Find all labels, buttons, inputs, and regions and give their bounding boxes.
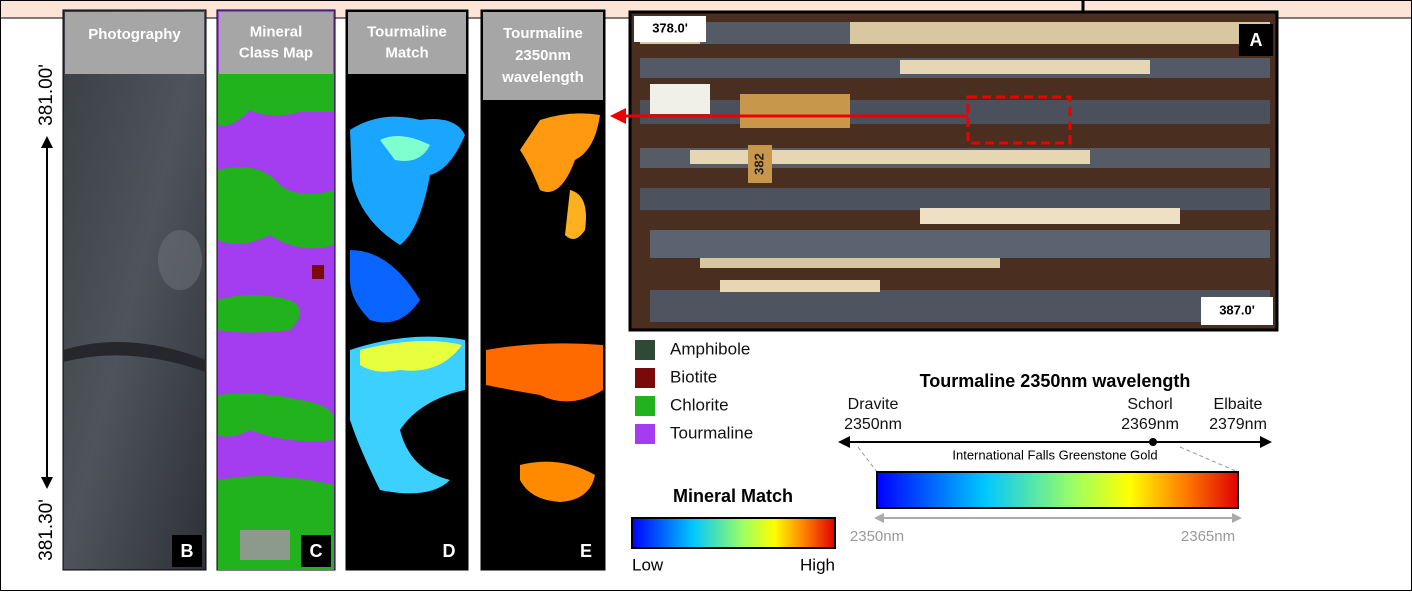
endmember-wavelength: 2369nm xyxy=(1121,416,1179,433)
panel-title: 2350nm xyxy=(515,47,571,64)
endmembers: Dravite 2350nm Schorl 2369nm Elbaite 2379nm xyxy=(844,396,1267,433)
wavelength-bar xyxy=(877,472,1238,508)
endmember-wavelength: 2379nm xyxy=(1209,416,1267,433)
pointer-arrowhead xyxy=(610,108,626,124)
photo-texture xyxy=(158,230,202,290)
scale-bar xyxy=(632,518,835,548)
panel-title: Photography xyxy=(88,26,181,43)
photo-panel xyxy=(63,10,206,570)
panel-title: Tourmaline xyxy=(503,25,583,42)
panel-title: Mineral xyxy=(250,24,303,41)
panel-title: wavelength xyxy=(501,69,584,86)
wavelength-title: Tourmaline 2350nm wavelength xyxy=(920,371,1191,391)
legend-swatch xyxy=(635,424,655,444)
endmember-name: Elbaite xyxy=(1214,396,1263,413)
title-box xyxy=(348,12,466,74)
chlorite-area xyxy=(218,295,300,333)
bottom-depth: 387.0' xyxy=(1219,302,1255,317)
biotite-area xyxy=(312,265,324,279)
legend-label: Tourmaline xyxy=(670,423,753,442)
figure: 381.00' 381.30' 382 378.0' 387.0' A Amph… xyxy=(0,0,1412,591)
title-box xyxy=(65,12,204,74)
scale-low: Low xyxy=(632,555,664,574)
depth-bottom: 381.30' xyxy=(36,499,57,561)
endmember-name: Dravite xyxy=(848,396,899,413)
legend-label: Biotite xyxy=(670,367,717,386)
panel-letter: A xyxy=(1250,30,1263,50)
scale-high: High xyxy=(800,555,835,574)
endmember-wavelength: 2350nm xyxy=(844,416,902,433)
legend-label: Chlorite xyxy=(670,395,729,414)
title-box xyxy=(219,12,333,74)
depth-top: 381.00' xyxy=(36,64,57,126)
box-label: 382 xyxy=(751,153,766,175)
legend-swatch xyxy=(635,340,655,360)
schorl-marker xyxy=(1149,438,1157,446)
range-end: 2365nm xyxy=(1181,528,1235,545)
legend: Amphibole Biotite Chlorite Tourmaline xyxy=(635,339,753,444)
guide-line xyxy=(1180,447,1238,472)
panel-letter: E xyxy=(580,541,592,561)
panel-letter: B xyxy=(181,541,194,561)
panel-letter: D xyxy=(443,541,456,561)
guide-line xyxy=(858,447,877,472)
endmember-name: Schorl xyxy=(1127,396,1172,413)
amphibole-area xyxy=(240,530,290,560)
scale-title: Mineral Match xyxy=(673,486,793,506)
legend-swatch xyxy=(635,396,655,416)
panel-letter: C xyxy=(310,541,323,561)
wavelength-caption: International Falls Greenstone Gold xyxy=(952,447,1157,462)
legend-swatch xyxy=(635,368,655,388)
top-depth: 378.0' xyxy=(652,20,688,35)
panel-title: Tourmaline xyxy=(367,24,447,41)
panel-title: Match xyxy=(385,44,428,61)
legend-label: Amphibole xyxy=(670,339,750,358)
panel-title: Class Map xyxy=(239,44,313,61)
range-start: 2350nm xyxy=(850,528,904,545)
